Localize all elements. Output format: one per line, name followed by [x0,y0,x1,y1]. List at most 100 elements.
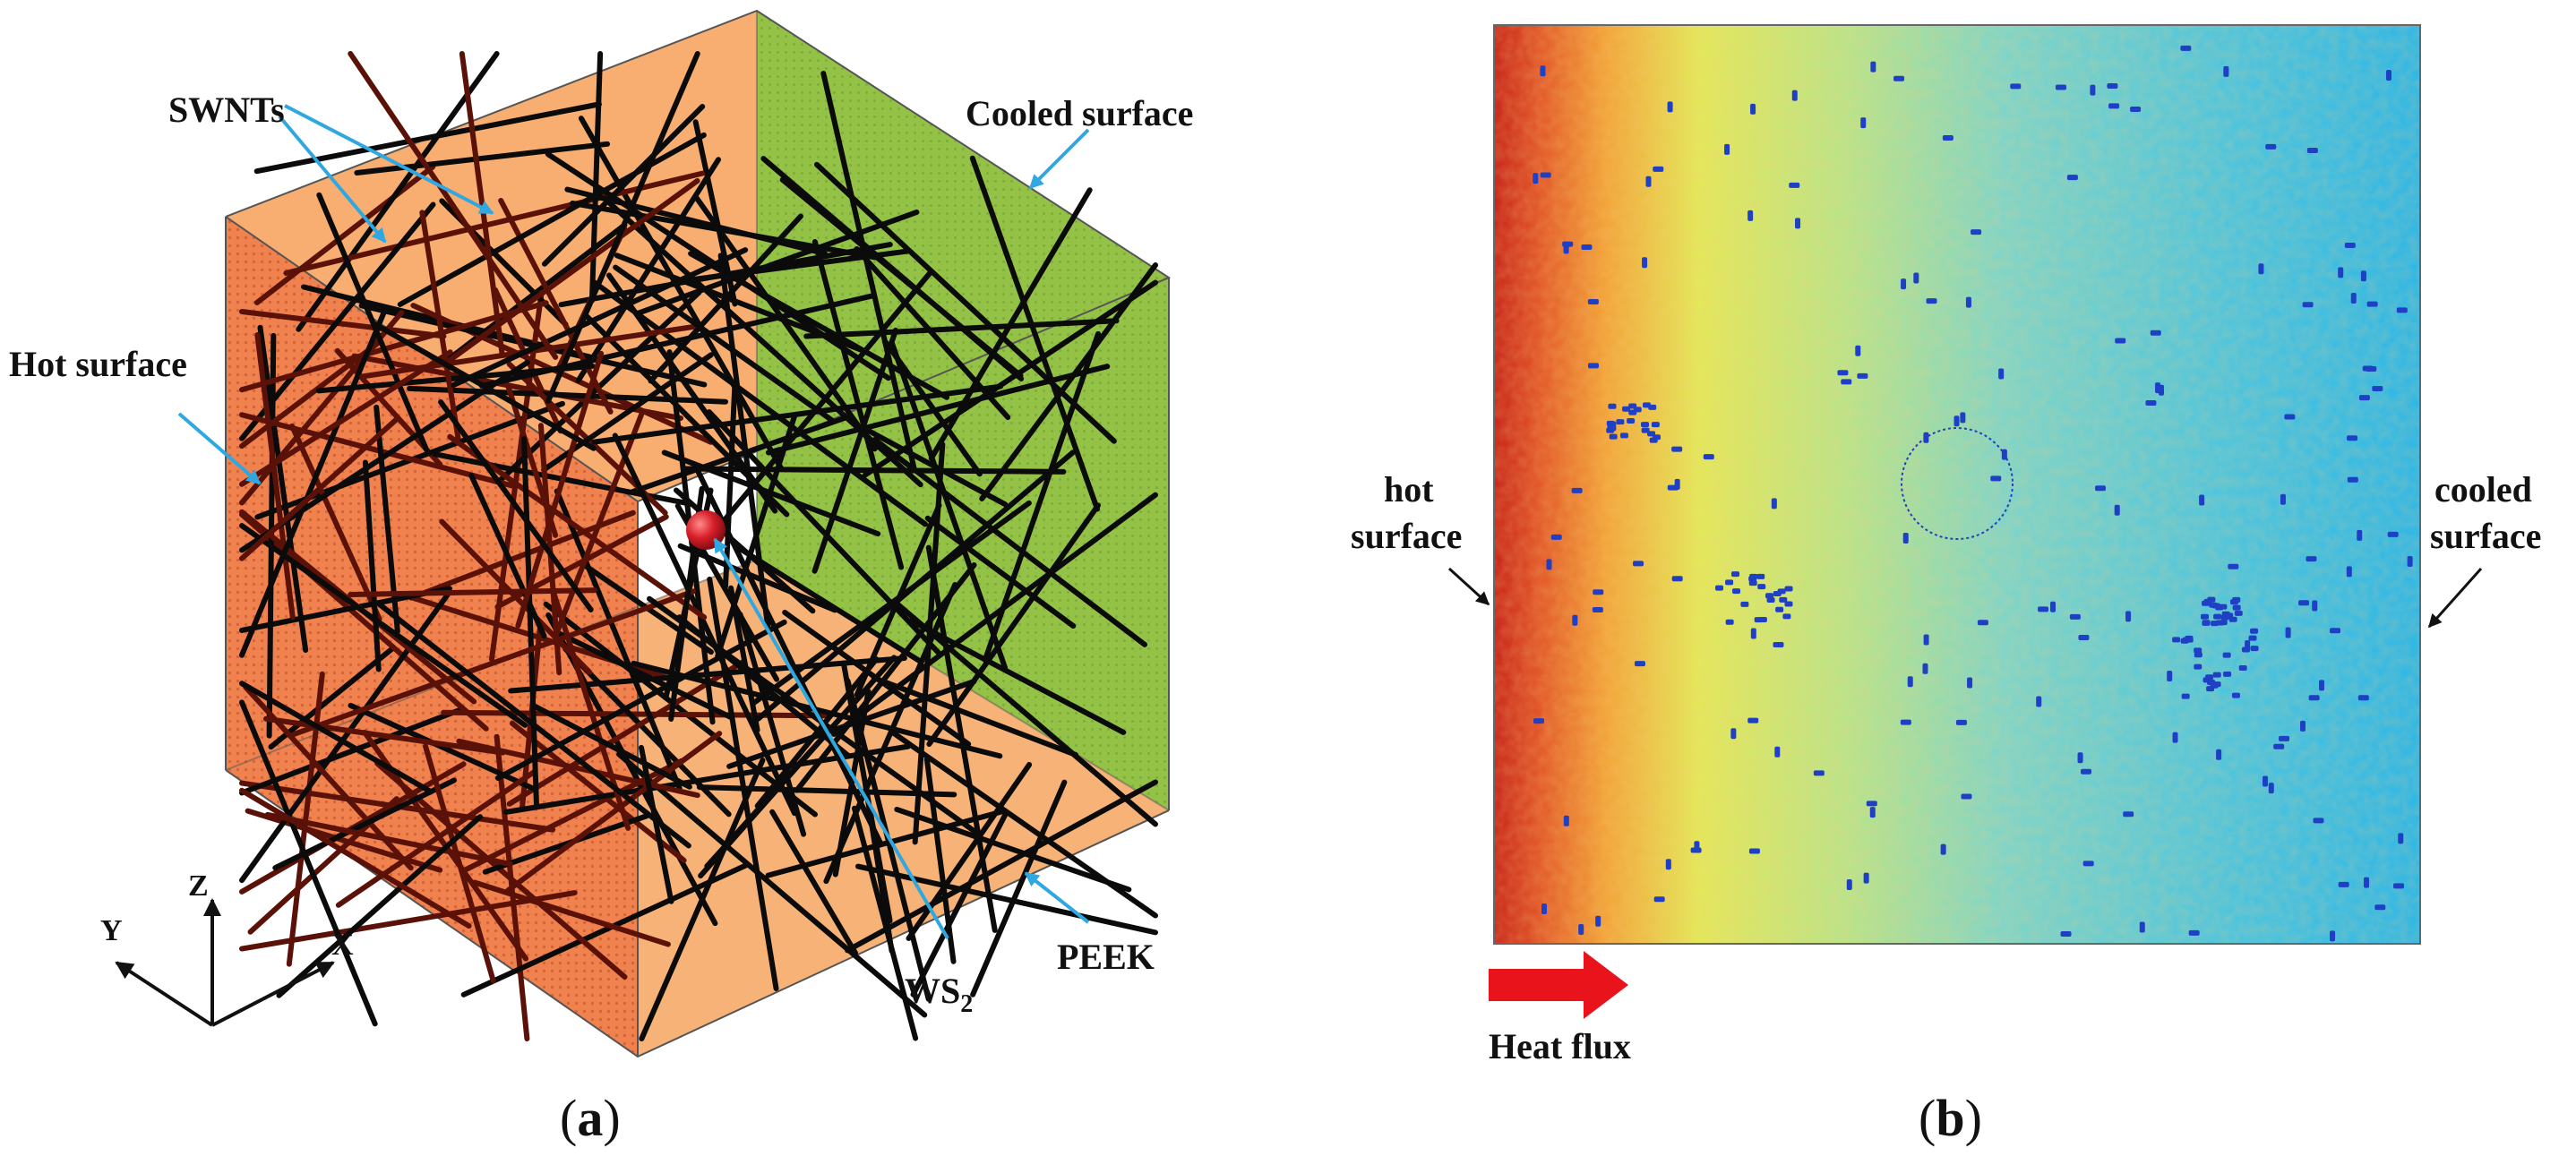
molecule-dot [1641,427,1650,433]
molecule-dot [1795,218,1801,229]
swnt-tube [264,811,513,867]
swnt-tube [751,500,1032,706]
molecule-dot [2202,620,2211,626]
molecule-dot [2330,628,2341,634]
molecule-dot [1863,872,1869,884]
molecule-dot [2123,811,2134,818]
swnt-tube [630,415,849,495]
swnt-tube [286,671,325,967]
molecule-dot [1750,628,1756,639]
molecule-dot [2010,83,2022,90]
molecule-dot [2172,637,2181,643]
swnt-tube [578,116,785,473]
molecule-dot [2364,877,2370,888]
molecule-dot [1581,244,1593,250]
caption-b-open: ( [1919,1089,1936,1147]
molecule-dot [1608,403,1617,409]
molecule-dot [2284,414,2296,420]
swnt-tube [239,523,528,728]
molecule-dot [1540,65,1546,77]
molecule-dot [1900,719,1911,725]
swnt-tube [239,308,447,339]
molecule-dot [2250,646,2259,652]
swnt-tube [970,779,1068,998]
molecule-dot [2372,386,2383,392]
molecule-dot [2396,307,2408,313]
molecule-dot [1757,584,1766,590]
molecule-dot [2078,634,2090,640]
molecule-dot [2205,674,2214,681]
swnt-tube [239,339,382,450]
molecule-dot [1977,620,1988,626]
swnt-tube [291,588,697,737]
swnt-tube [735,544,923,664]
molecule-dot [2219,604,2228,610]
molecule-dot [2360,270,2366,282]
molecule-dot [1667,101,1673,113]
molecule-dot [2222,652,2231,658]
swnt-tube [239,415,401,561]
molecule-dot [1593,589,1604,595]
swnt-tube [969,155,1101,512]
molecule-dot [1546,559,1552,570]
molecule-dot [2306,556,2317,562]
molecule-dot [1730,728,1737,740]
molecule-dot [2366,301,2378,307]
caption-b-letter: b [1936,1089,1964,1147]
molecule-dot [1731,571,1740,578]
molecule-dot [1634,661,1645,667]
molecule-dot [2265,143,2277,150]
swnt-tube [661,450,881,537]
swnt-tube [639,744,674,904]
molecule-dot [2210,682,2219,689]
swnt-tube [737,612,807,837]
molecule-dot [1756,573,1765,579]
molecule-dot [1771,498,1777,509]
molecule-dot [1926,298,1937,304]
swnt-tube [831,492,1158,737]
swnt-tube [370,321,597,451]
molecule-dot [1960,412,1966,424]
molecule-dot [2250,628,2259,634]
swnt-tube [542,104,706,267]
molecule-dot [1694,841,1700,852]
panel-a: SWNTs Cooled surface Hot surface WS2 PEE… [9,9,1193,1147]
ws2-label-base: WS [905,971,960,1011]
molecule-dot [2347,476,2358,483]
molecule-dot [1837,370,1849,376]
swnt-tube [671,248,912,285]
molecule-dot [1616,419,1625,425]
swnt-tube [505,731,723,894]
molecule-dot [2069,613,2081,620]
molecule-dot [1846,878,1852,890]
molecule-dot [1671,576,1683,582]
swnt-tube [335,768,538,908]
molecule-dot [1674,478,1680,490]
molecule-dot [2350,293,2357,304]
swnt-tube [982,330,1102,664]
swnt-tube [717,253,771,629]
swnt-tube [358,303,708,388]
swnt-tube [765,364,1111,456]
axis-triad [115,898,335,1027]
swnt-tube [894,601,1158,827]
molecule-dot [1731,588,1740,595]
molecule-dot [1748,576,1757,582]
swnt-tube [351,353,683,422]
swnt-tube [583,313,790,518]
molecule-dot [1857,372,1868,379]
hot-surface-label-b-line1: hot [1384,469,1434,509]
molecule-dot [1703,454,1714,460]
molecule-dot [2095,485,2107,492]
swnt-tube [447,433,708,621]
molecule-dot [1541,903,1548,914]
molecule-dot [2139,921,2145,933]
swnt-tube [545,51,700,404]
molecule-dot [2225,612,2234,619]
molecule-dot [1633,561,1644,567]
molecule-dot [2108,103,2120,109]
cooled-surface-label: Cooled surface [966,93,1193,133]
swnt-tube [698,655,897,879]
molecule-dot [2357,529,2363,541]
molecule-dot [2263,775,2269,787]
